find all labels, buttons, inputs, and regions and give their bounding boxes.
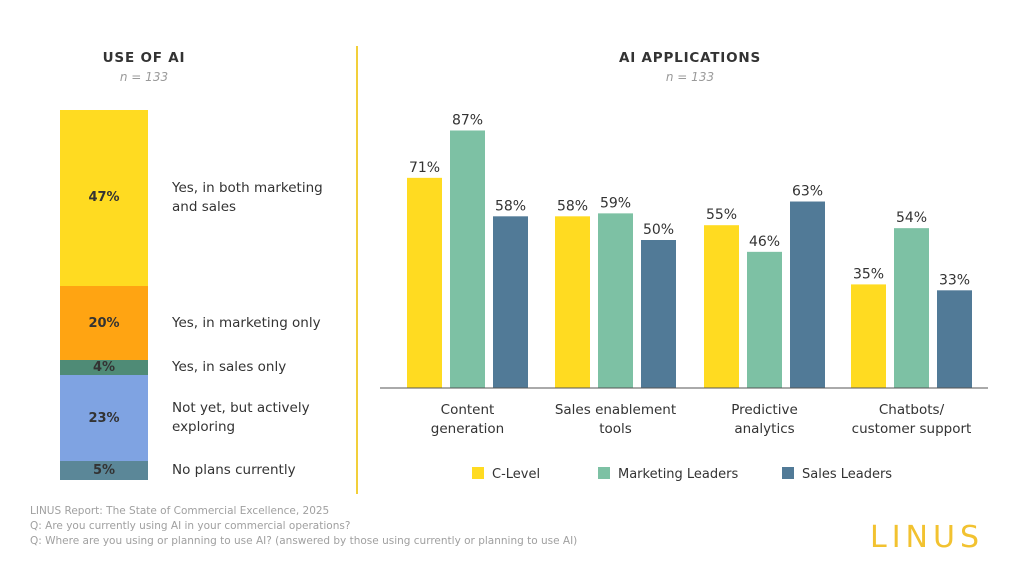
bar-value-label: 46%: [749, 234, 780, 250]
stack-segment: 23%: [60, 375, 148, 462]
stack-segment: 20%: [60, 285, 148, 361]
bar: [937, 290, 972, 388]
stack-segment-label-line: Yes, in marketing only: [172, 314, 321, 331]
bar: [407, 177, 442, 388]
bar: [704, 225, 739, 388]
left-panel-title: USE OF AI: [102, 50, 186, 66]
stack-segment-label: No plans currently: [172, 461, 352, 480]
legend-label: C-Level: [492, 467, 540, 482]
bar-value-label: 35%: [853, 266, 884, 282]
bar: [641, 240, 676, 388]
stack-segment-label-line: Not yet, but actively: [172, 400, 310, 417]
bar: [851, 284, 886, 388]
stack-segment-label: Yes, in both marketing and sales: [172, 179, 352, 217]
bar-value-label: 59%: [600, 195, 631, 211]
stack-segment: 5%: [60, 461, 148, 480]
category-label: Predictive: [731, 402, 798, 418]
footer-question-1: Q: Are you currently using AI in your co…: [30, 520, 351, 532]
category-label: tools: [599, 421, 632, 437]
stack-segment-label-line: No plans currently: [172, 462, 296, 479]
panel-divider: [356, 46, 358, 494]
stacked-bar-labels: Yes, in both marketing and sales Yes, in m…: [172, 110, 352, 480]
linus-logo: LINUS: [870, 520, 985, 555]
stack-segment-value: 5%: [92, 463, 116, 479]
stack-segment-label-line: Yes, in both marketing: [172, 179, 323, 196]
right-panel-title: AI APPLICATIONS: [618, 50, 762, 66]
stack-segment-label: Not yet, but actively exploring: [172, 399, 352, 437]
category-label: Sales enablement: [555, 402, 676, 418]
category-label: generation: [431, 421, 504, 437]
bar-value-label: 33%: [939, 272, 970, 288]
bar-value-label: 87%: [452, 112, 483, 128]
stack-segment: 47%: [60, 110, 148, 286]
stack-segment-value: 47%: [88, 190, 120, 206]
legend-label: Sales Leaders: [802, 467, 892, 482]
stack-segment-label-line: exploring: [172, 419, 236, 436]
stack-segment-value: 20%: [88, 315, 120, 331]
legend-swatch: [782, 467, 794, 479]
bar-value-label: 71%: [409, 160, 440, 176]
bar-value-label: 58%: [495, 198, 526, 214]
stack-segment-label-line: Yes, in sales only: [172, 359, 287, 376]
bar-value-label: 55%: [706, 207, 737, 223]
footer-question-2: Q: Where are you using or planning to us…: [30, 535, 578, 547]
bar: [747, 251, 782, 388]
category-label: Chatbots/: [879, 402, 945, 418]
right-panel-subtitle: n = 133: [665, 70, 715, 84]
bar-value-label: 54%: [896, 210, 927, 226]
legend-label: Marketing Leaders: [618, 467, 738, 482]
footer-notes: LINUS Report: The State of Commercial Ex…: [30, 504, 577, 549]
stack-segment-value: 23%: [88, 410, 120, 426]
category-label: analytics: [734, 421, 794, 437]
bar-value-label: 63%: [792, 184, 823, 200]
stacked-bar: 47% 20% 4% 23% 5%: [60, 110, 148, 480]
bar: [450, 130, 485, 389]
bar-value-label: 50%: [643, 222, 674, 238]
bar: [894, 228, 929, 388]
bar: [598, 213, 633, 388]
category-label: customer support: [852, 421, 972, 437]
stack-segment: 4%: [60, 360, 148, 375]
legend-swatch: [472, 467, 484, 479]
bar: [555, 216, 590, 388]
bar: [493, 216, 528, 388]
category-label: Content: [441, 402, 495, 418]
footer-source: LINUS Report: The State of Commercial Ex…: [30, 505, 330, 517]
stack-segment-value: 4%: [92, 360, 116, 376]
stack-segment-label: Yes, in marketing only: [172, 314, 352, 333]
left-panel-subtitle: n = 133: [119, 70, 169, 84]
bar: [790, 201, 825, 388]
stack-segment-label: Yes, in sales only: [172, 358, 352, 377]
bar-value-label: 58%: [557, 198, 588, 214]
legend-swatch: [598, 467, 610, 479]
stack-segment-label-line: and sales: [172, 198, 237, 215]
